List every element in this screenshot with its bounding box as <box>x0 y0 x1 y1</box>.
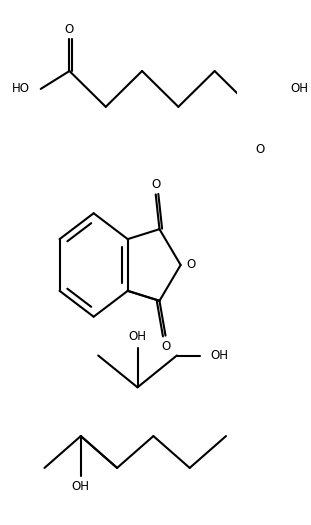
Text: OH: OH <box>210 349 228 362</box>
Text: O: O <box>255 143 265 156</box>
Text: O: O <box>65 23 74 36</box>
Text: OH: OH <box>290 82 308 96</box>
Text: O: O <box>151 178 160 191</box>
Text: O: O <box>161 340 170 353</box>
Text: HO: HO <box>12 82 30 96</box>
Text: OH: OH <box>128 330 146 343</box>
Text: O: O <box>187 258 196 271</box>
Text: OH: OH <box>72 480 90 493</box>
